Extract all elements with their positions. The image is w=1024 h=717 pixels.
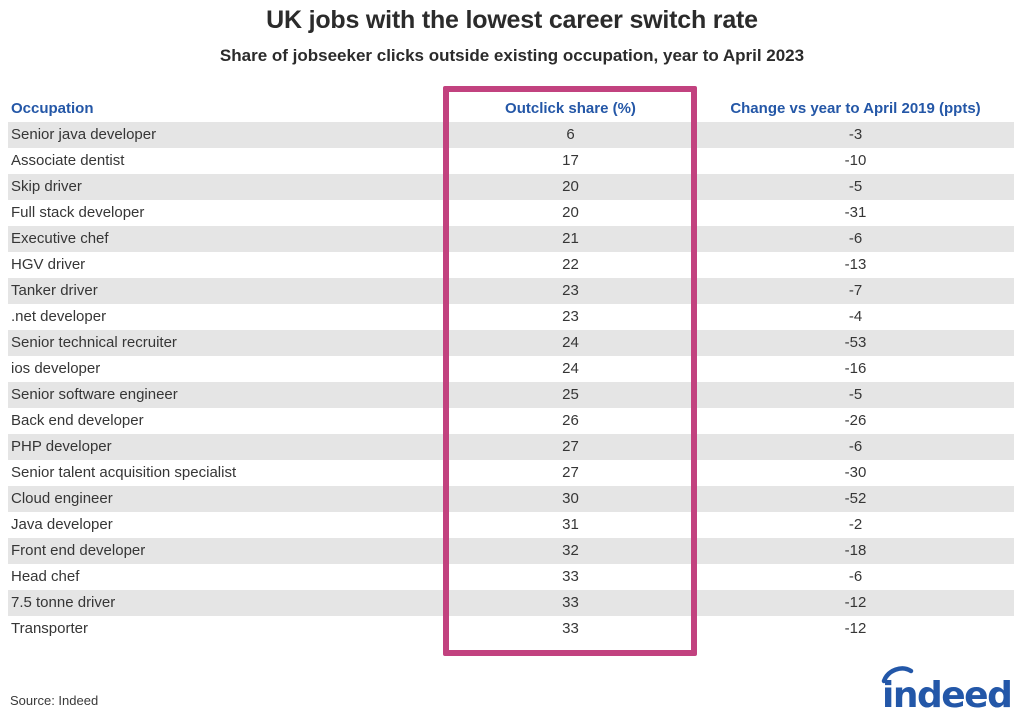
- outclick-share-cell: 33: [562, 594, 579, 611]
- occupation-table: Occupation Outclick share (%) Change vs …: [8, 94, 1014, 642]
- change-cell: -6: [848, 568, 863, 585]
- table-row: Senior java developer 6 -3: [8, 122, 1014, 148]
- change-cell: -2: [848, 516, 863, 533]
- change-cell: -5: [848, 178, 863, 195]
- outclick-share-cell: 23: [562, 282, 579, 299]
- table-row: Senior technical recruiter 24 -53: [8, 330, 1014, 356]
- page-subtitle: Share of jobseeker clicks outside existi…: [219, 46, 805, 65]
- occupation-cell: Head chef: [11, 568, 80, 585]
- change-cell: -6: [848, 438, 863, 455]
- occupation-cell: Senior software engineer: [11, 386, 178, 403]
- table-header: Occupation Outclick share (%) Change vs …: [8, 94, 1014, 122]
- outclick-share-cell: 33: [562, 620, 579, 637]
- occupation-cell: Full stack developer: [11, 204, 145, 221]
- column-header-occupation: Occupation: [11, 99, 94, 117]
- occupation-cell: Front end developer: [11, 542, 146, 559]
- table-row: Head chef 33 -6: [8, 564, 1014, 590]
- outclick-share-cell: 6: [566, 126, 575, 143]
- outclick-share-cell: 27: [562, 464, 579, 481]
- occupation-cell: Executive chef: [11, 230, 109, 247]
- change-cell: -3: [848, 126, 863, 143]
- change-cell: -7: [848, 282, 863, 299]
- outclick-share-cell: 25: [562, 386, 579, 403]
- table-row: Back end developer 26 -26: [8, 408, 1014, 434]
- page-title: UK jobs with the lowest career switch ra…: [266, 6, 758, 34]
- occupation-cell: Skip driver: [11, 178, 82, 195]
- change-cell: -5: [848, 386, 863, 403]
- table-row: Cloud engineer 30 -52: [8, 486, 1014, 512]
- change-cell: -16: [844, 360, 867, 377]
- occupation-cell: Associate dentist: [11, 152, 125, 169]
- change-cell: -6: [848, 230, 863, 247]
- occupation-cell: HGV driver: [11, 256, 86, 273]
- outclick-share-cell: 21: [562, 230, 579, 247]
- occupation-cell: Transporter: [11, 620, 88, 637]
- outclick-share-cell: 24: [562, 360, 579, 377]
- occupation-cell: ios developer: [11, 360, 101, 377]
- column-header-change: Change vs year to April 2019 (ppts): [730, 99, 981, 117]
- outclick-share-cell: 32: [562, 542, 579, 559]
- change-cell: -12: [844, 594, 867, 611]
- change-cell: -53: [844, 334, 867, 351]
- column-header-outclick-share: Outclick share (%): [505, 99, 636, 117]
- occupation-cell: PHP developer: [11, 438, 112, 455]
- outclick-share-cell: 24: [562, 334, 579, 351]
- table-row: Skip driver 20 -5: [8, 174, 1014, 200]
- occupation-cell: .net developer: [11, 308, 107, 325]
- table-row: Full stack developer 20 -31: [8, 200, 1014, 226]
- outclick-share-cell: 17: [562, 152, 579, 169]
- table-row: Associate dentist 17 -10: [8, 148, 1014, 174]
- outclick-share-cell: 22: [562, 256, 579, 273]
- change-cell: -13: [844, 256, 867, 273]
- occupation-cell: Back end developer: [11, 412, 144, 429]
- table-row: 7.5 tonne driver 33 -12: [8, 590, 1014, 616]
- table-row: Java developer 31 -2: [8, 512, 1014, 538]
- change-cell: -30: [844, 464, 867, 481]
- occupation-cell: Senior technical recruiter: [11, 334, 177, 351]
- outclick-share-cell: 26: [562, 412, 579, 429]
- table-row: Executive chef 21 -6: [8, 226, 1014, 252]
- table-row: .net developer 23 -4: [8, 304, 1014, 330]
- table-row: PHP developer 27 -6: [8, 434, 1014, 460]
- indeed-logo: indeed: [881, 666, 1013, 714]
- outclick-share-cell: 23: [562, 308, 579, 325]
- occupation-cell: Tanker driver: [11, 282, 98, 299]
- table-row: Senior talent acquisition specialist 27 …: [8, 460, 1014, 486]
- table-row: Transporter 33 -12: [8, 616, 1014, 642]
- occupation-cell: Cloud engineer: [11, 490, 113, 507]
- table-row: Senior software engineer 25 -5: [8, 382, 1014, 408]
- outclick-share-cell: 30: [562, 490, 579, 507]
- table-row: HGV driver 22 -13: [8, 252, 1014, 278]
- indeed-logo-swoosh: [881, 666, 914, 684]
- occupation-cell: Java developer: [11, 516, 113, 533]
- occupation-cell: Senior java developer: [11, 126, 157, 143]
- table-row: Tanker driver 23 -7: [8, 278, 1014, 304]
- outclick-share-cell: 33: [562, 568, 579, 585]
- outclick-share-cell: 20: [562, 204, 579, 221]
- table-body: Senior java developer 6 -3 Associate den…: [8, 122, 1014, 642]
- table-row: ios developer 24 -16: [8, 356, 1014, 382]
- indeed-logo-wordmark: indeed: [882, 675, 1011, 714]
- outclick-share-cell: 27: [562, 438, 579, 455]
- change-cell: -18: [844, 542, 867, 559]
- source-note: Source: Indeed: [10, 693, 99, 708]
- occupation-cell: 7.5 tonne driver: [11, 594, 116, 611]
- occupation-cell: Senior talent acquisition specialist: [11, 464, 237, 481]
- change-cell: -52: [844, 490, 867, 507]
- change-cell: -26: [844, 412, 867, 429]
- outclick-share-cell: 20: [562, 178, 579, 195]
- change-cell: -10: [844, 152, 867, 169]
- outclick-share-cell: 31: [562, 516, 579, 533]
- change-cell: -31: [844, 204, 867, 221]
- change-cell: -4: [848, 308, 863, 325]
- table-row: Front end developer 32 -18: [8, 538, 1014, 564]
- change-cell: -12: [844, 620, 867, 637]
